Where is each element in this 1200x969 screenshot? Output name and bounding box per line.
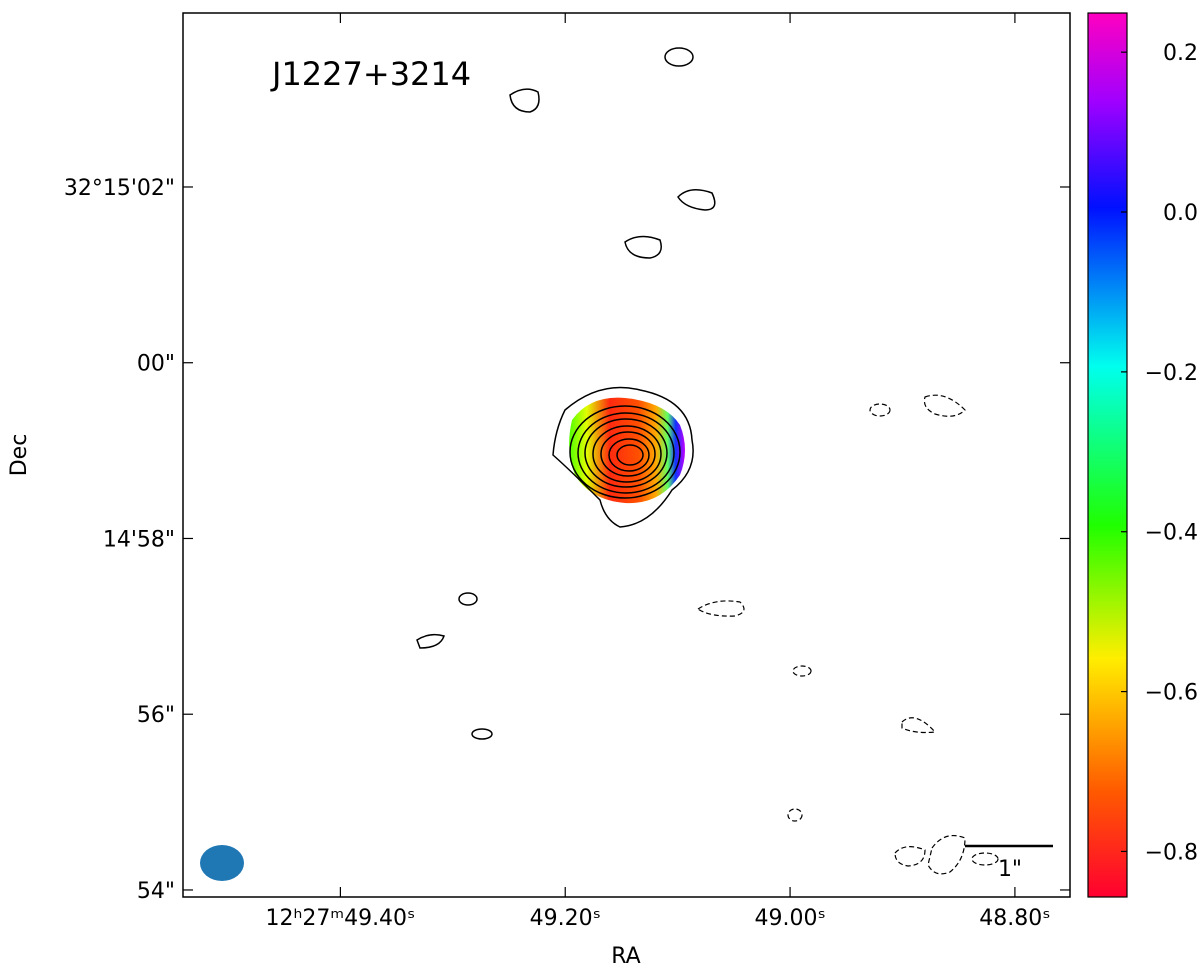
chart-title: J1227+3214 <box>270 55 471 93</box>
scale-bar-label: 1" <box>998 857 1022 882</box>
x-tick-label: 49.00ˢ <box>754 906 825 931</box>
x-tick-label: 12ʰ27ᵐ49.40ˢ <box>265 906 415 931</box>
x-tick-label: 48.80ˢ <box>979 906 1050 931</box>
y-axis-label: Dec <box>7 434 32 477</box>
colorbar <box>1087 12 1128 898</box>
colorbar-tick-label: −0.2 <box>1145 361 1198 386</box>
colorbar-tick-label: 0.2 <box>1163 41 1198 66</box>
colorbar-tick-label: 0.0 <box>1163 201 1198 226</box>
colorbar-tick-label: −0.6 <box>1145 681 1198 706</box>
contours <box>416 47 999 875</box>
x-tick-label: 49.20ˢ <box>530 906 601 931</box>
y-tick-label: 32°15'02" <box>64 176 175 201</box>
colorbar-tick-label: −0.8 <box>1145 840 1198 865</box>
beam <box>200 845 244 881</box>
y-tick-label: 14'58" <box>103 527 175 552</box>
x-axis-label: RA <box>611 944 640 969</box>
y-tick-label: 56" <box>137 703 175 728</box>
y-tick-label: 00" <box>137 352 175 377</box>
colorbar-tick-label: −0.4 <box>1145 521 1198 546</box>
source <box>552 386 694 528</box>
y-tick-label: 54" <box>137 879 175 904</box>
